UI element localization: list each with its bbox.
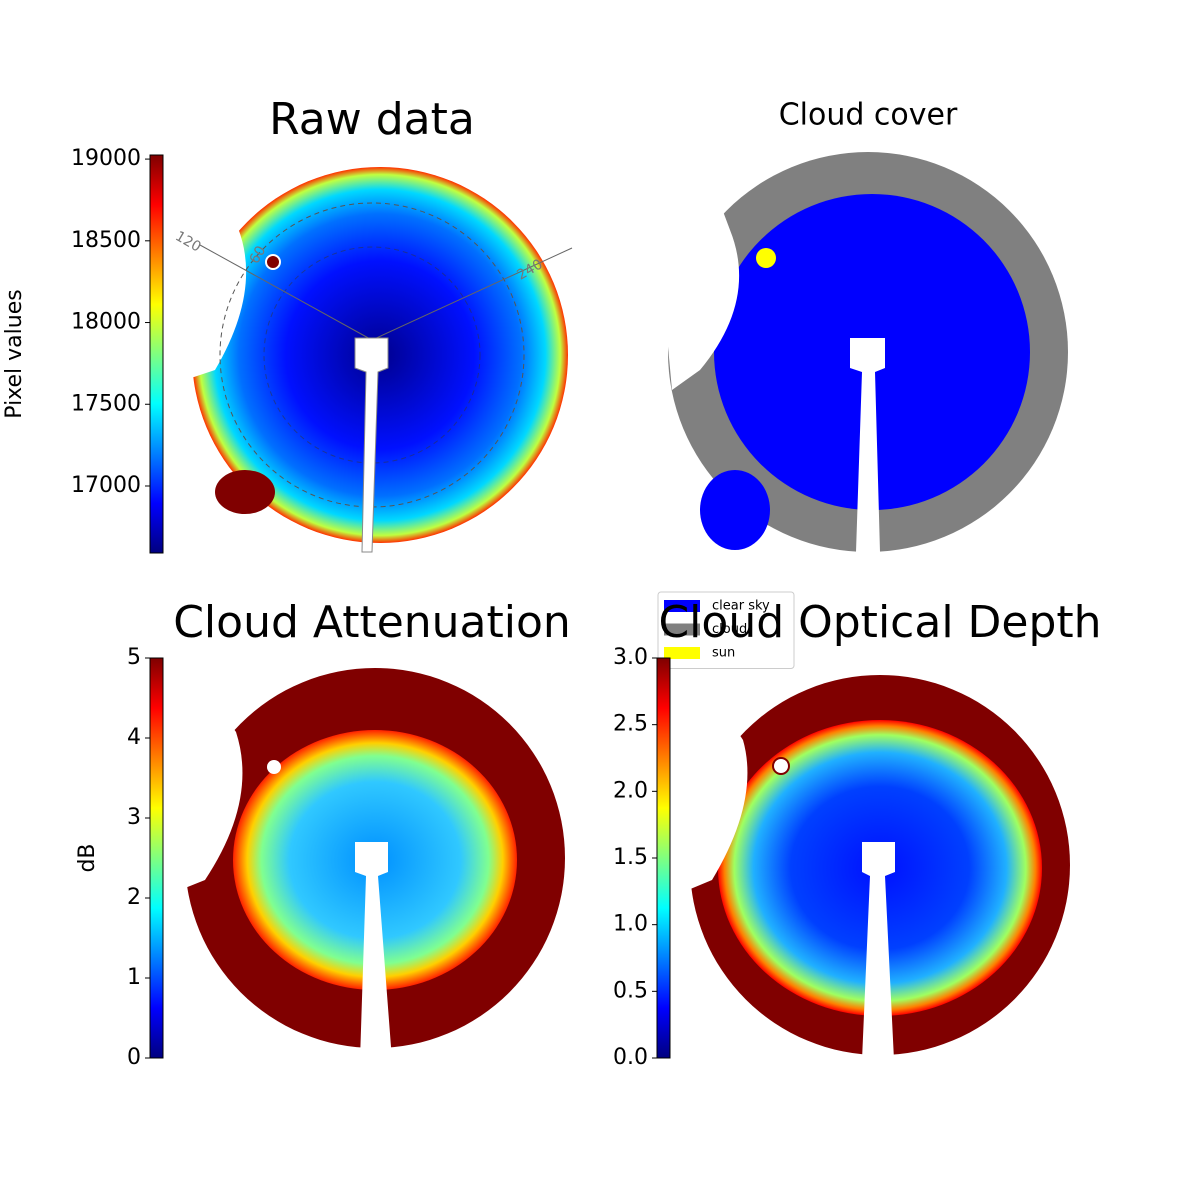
- colorbar-tick-label: 19000: [71, 146, 141, 171]
- colorbar: [149, 154, 164, 554]
- colorbar-tick-label: 0.5: [613, 978, 648, 1003]
- colorbar: [149, 657, 164, 1059]
- colorbar-tick-label: 3: [127, 805, 141, 830]
- raw-image: [150, 150, 573, 553]
- colorbar: [656, 657, 671, 1059]
- colorbar-tick-label: 17000: [71, 473, 141, 498]
- legend-label: clear sky: [712, 599, 770, 614]
- panel-title: Cloud cover: [779, 98, 958, 133]
- colorbar-tick-label: 18000: [71, 310, 141, 335]
- legend-swatch: [664, 623, 700, 636]
- panel-title: Raw data: [269, 94, 475, 145]
- cloud-cover-image: [650, 150, 1068, 552]
- colorbar-tick-label: 1.0: [613, 912, 648, 937]
- colorbar-tick-label: 0: [127, 1045, 141, 1070]
- legend-label: sun: [712, 646, 735, 661]
- legend-swatch: [664, 647, 700, 659]
- attenuation-image: [160, 660, 565, 1060]
- colorbar-tick-label: 1.5: [613, 845, 648, 870]
- colorbar-tick-label: 3.0: [613, 645, 648, 670]
- colorbar-label: Pixel values: [2, 289, 27, 418]
- colorbar-tick-label: 1: [127, 965, 141, 990]
- polar-annotation: 60: [247, 243, 270, 266]
- optical-depth-image: [670, 660, 1070, 1060]
- colorbar-tick-label: 2.0: [613, 778, 648, 803]
- legend-swatch: [664, 600, 700, 612]
- panel-title: Cloud Optical Depth: [658, 597, 1101, 648]
- colorbar-tick-label: 17500: [71, 391, 141, 416]
- colorbar-tick-label: 5: [127, 645, 141, 670]
- legend-label: cloud: [712, 622, 747, 637]
- panel-title: Cloud Attenuation: [173, 597, 571, 648]
- colorbar-tick-label: 2.5: [613, 712, 648, 737]
- legend: clear sky cloud sun: [657, 591, 795, 669]
- colorbar-tick-label: 18500: [71, 228, 141, 253]
- colorbar-tick-label: 4: [127, 725, 141, 750]
- sun-marker: [756, 248, 776, 268]
- colorbar-tick-label: 0.0: [613, 1045, 648, 1070]
- colorbar-tick-label: 2: [127, 885, 141, 910]
- colorbar-label: dB: [75, 843, 100, 872]
